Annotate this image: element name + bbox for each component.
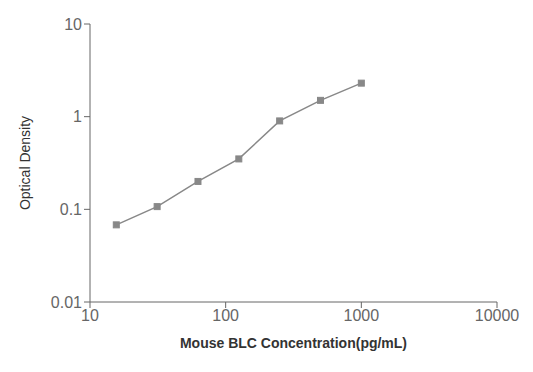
svg-text:Optical Density: Optical Density bbox=[17, 116, 33, 210]
svg-text:0.01: 0.01 bbox=[51, 294, 82, 311]
svg-text:10: 10 bbox=[64, 16, 82, 33]
svg-text:0.1: 0.1 bbox=[60, 201, 82, 218]
svg-text:10: 10 bbox=[81, 307, 99, 324]
svg-text:100: 100 bbox=[212, 307, 239, 324]
svg-text:10000: 10000 bbox=[475, 307, 520, 324]
svg-text:1: 1 bbox=[73, 108, 82, 125]
svg-text:Mouse BLC Concentration(pg/mL): Mouse BLC Concentration(pg/mL) bbox=[180, 335, 407, 351]
svg-text:1000: 1000 bbox=[344, 307, 380, 324]
